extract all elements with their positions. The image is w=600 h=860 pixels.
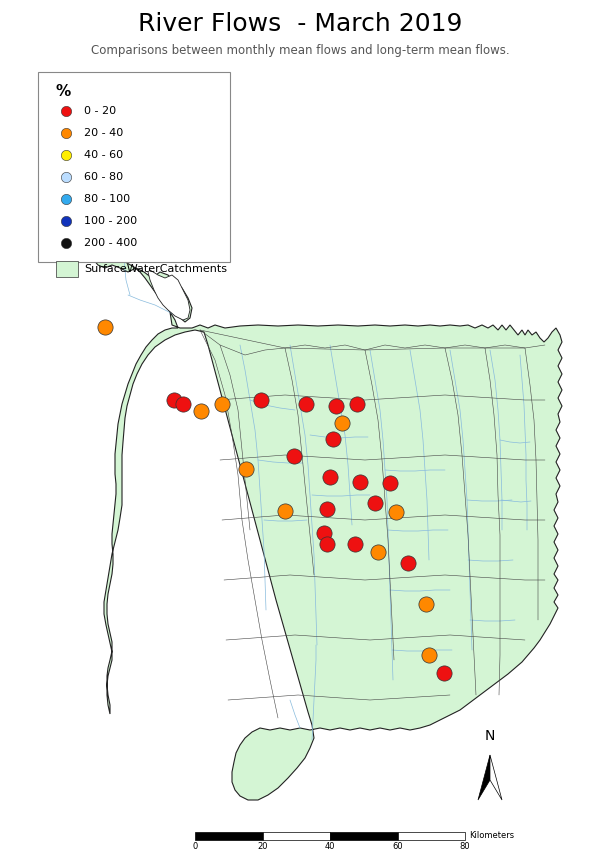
Text: 20: 20 (257, 842, 268, 851)
Point (61, 214, 71, 228)
Point (328, 432, 338, 445)
Bar (398, 832, 465, 840)
Point (319, 526, 329, 540)
Text: 60: 60 (392, 842, 403, 851)
Text: 0: 0 (193, 842, 197, 851)
Text: 60 - 80: 60 - 80 (84, 172, 123, 182)
Text: N: N (485, 729, 495, 743)
Point (370, 496, 380, 510)
Point (373, 545, 383, 559)
Text: Comparisons between monthly mean flows and long-term mean flows.: Comparisons between monthly mean flows a… (91, 44, 509, 57)
Point (385, 476, 395, 490)
Point (61, 170, 71, 184)
Text: SurfaceWaterCatchments: SurfaceWaterCatchments (84, 264, 227, 274)
Polygon shape (148, 270, 190, 320)
Bar (195, 832, 263, 840)
Text: 100 - 200: 100 - 200 (84, 216, 137, 226)
Text: 80: 80 (460, 842, 470, 851)
Point (421, 597, 431, 611)
Bar (38, 72, 230, 262)
Point (322, 502, 332, 516)
Bar (330, 832, 398, 840)
Text: 80 - 100: 80 - 100 (84, 194, 130, 204)
Text: Kilometers: Kilometers (469, 832, 514, 840)
Point (178, 397, 188, 411)
Point (355, 475, 365, 488)
Polygon shape (490, 755, 502, 800)
Point (439, 666, 449, 679)
Point (325, 470, 335, 484)
Point (280, 504, 290, 518)
Point (61, 148, 71, 162)
Text: River Flows  - March 2019: River Flows - March 2019 (138, 12, 462, 36)
Polygon shape (84, 100, 562, 800)
Point (331, 399, 341, 413)
Bar (263, 832, 330, 840)
Point (241, 462, 251, 476)
Point (350, 537, 360, 550)
Point (256, 393, 266, 407)
Point (301, 397, 311, 411)
Text: 200 - 400: 200 - 400 (84, 238, 137, 248)
Text: 20 - 40: 20 - 40 (84, 128, 123, 138)
Text: 0 - 20: 0 - 20 (84, 106, 116, 116)
Polygon shape (478, 755, 490, 800)
Point (322, 537, 332, 550)
Text: 40: 40 (325, 842, 335, 851)
Text: %: % (56, 84, 71, 99)
Point (100, 320, 110, 334)
Point (217, 397, 227, 411)
Point (61, 237, 71, 250)
Point (61, 192, 71, 206)
Point (424, 648, 434, 662)
Point (196, 404, 206, 418)
Text: 40 - 60: 40 - 60 (84, 150, 123, 160)
Point (61, 104, 71, 118)
Point (61, 126, 71, 140)
Point (289, 449, 299, 463)
Point (337, 416, 347, 430)
Point (391, 505, 401, 519)
Bar (56, 261, 78, 277)
Point (403, 556, 413, 570)
Point (169, 393, 179, 407)
Point (352, 397, 362, 411)
